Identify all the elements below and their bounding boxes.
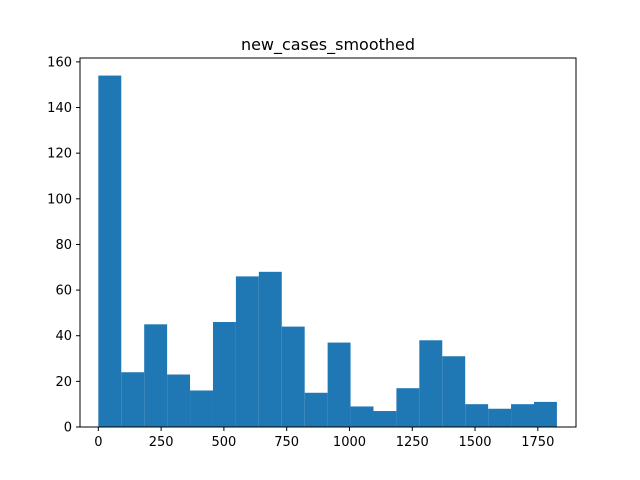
histogram-bar-6: [235, 276, 259, 427]
y-tick-label: 40: [55, 329, 72, 344]
plot-area-frame: [79, 57, 577, 428]
chart-title: new_cases_smoothed: [241, 35, 415, 55]
x-tick-label: 0: [94, 435, 102, 450]
y-tick-label: 100: [47, 192, 72, 207]
x-tick-label: 1500: [458, 435, 491, 450]
histogram-bar-16: [465, 404, 489, 427]
histogram-bar-8: [281, 326, 305, 427]
histogram-bar-5: [212, 322, 236, 427]
bars-group: [98, 75, 557, 428]
y-tick-label: 0: [64, 421, 72, 436]
x-tick-label: 750: [274, 435, 299, 450]
y-tick-label: 120: [47, 147, 72, 162]
histogram-bar-13: [396, 388, 420, 427]
histogram-bar-3: [167, 374, 191, 427]
y-tick-label: 20: [55, 375, 72, 390]
y-tick-label: 60: [55, 284, 72, 299]
histogram-bar-10: [327, 342, 351, 427]
histogram-bar-18: [511, 404, 534, 427]
histogram-bar-17: [488, 408, 512, 427]
y-tick-label: 80: [55, 238, 72, 253]
histogram-bar-11: [350, 406, 374, 427]
histogram-bar-0: [98, 75, 122, 428]
histogram-bar-1: [121, 372, 145, 427]
y-tick-label: 140: [47, 101, 72, 116]
x-axis: 0 250 500 750 1000 1250 1500 1750: [94, 427, 554, 450]
x-tick-label: 250: [149, 435, 174, 450]
histogram-bar-4: [190, 390, 213, 427]
x-tick-label: 1250: [396, 435, 429, 450]
y-tick-label: 160: [47, 55, 72, 70]
x-tick-label: 500: [211, 435, 236, 450]
histogram-bar-9: [304, 392, 328, 427]
histogram-bar-19: [533, 401, 557, 427]
x-tick-label: 1750: [521, 435, 554, 450]
histogram-bar-15: [442, 356, 466, 427]
histogram-bar-12: [373, 411, 397, 427]
histogram-bar-2: [144, 324, 168, 427]
x-tick-label: 1000: [333, 435, 366, 450]
histogram-bar-7: [258, 271, 282, 427]
y-axis: 0 20 40 60 80 100 120 140 160: [47, 55, 80, 436]
histogram-bar-14: [419, 340, 443, 427]
